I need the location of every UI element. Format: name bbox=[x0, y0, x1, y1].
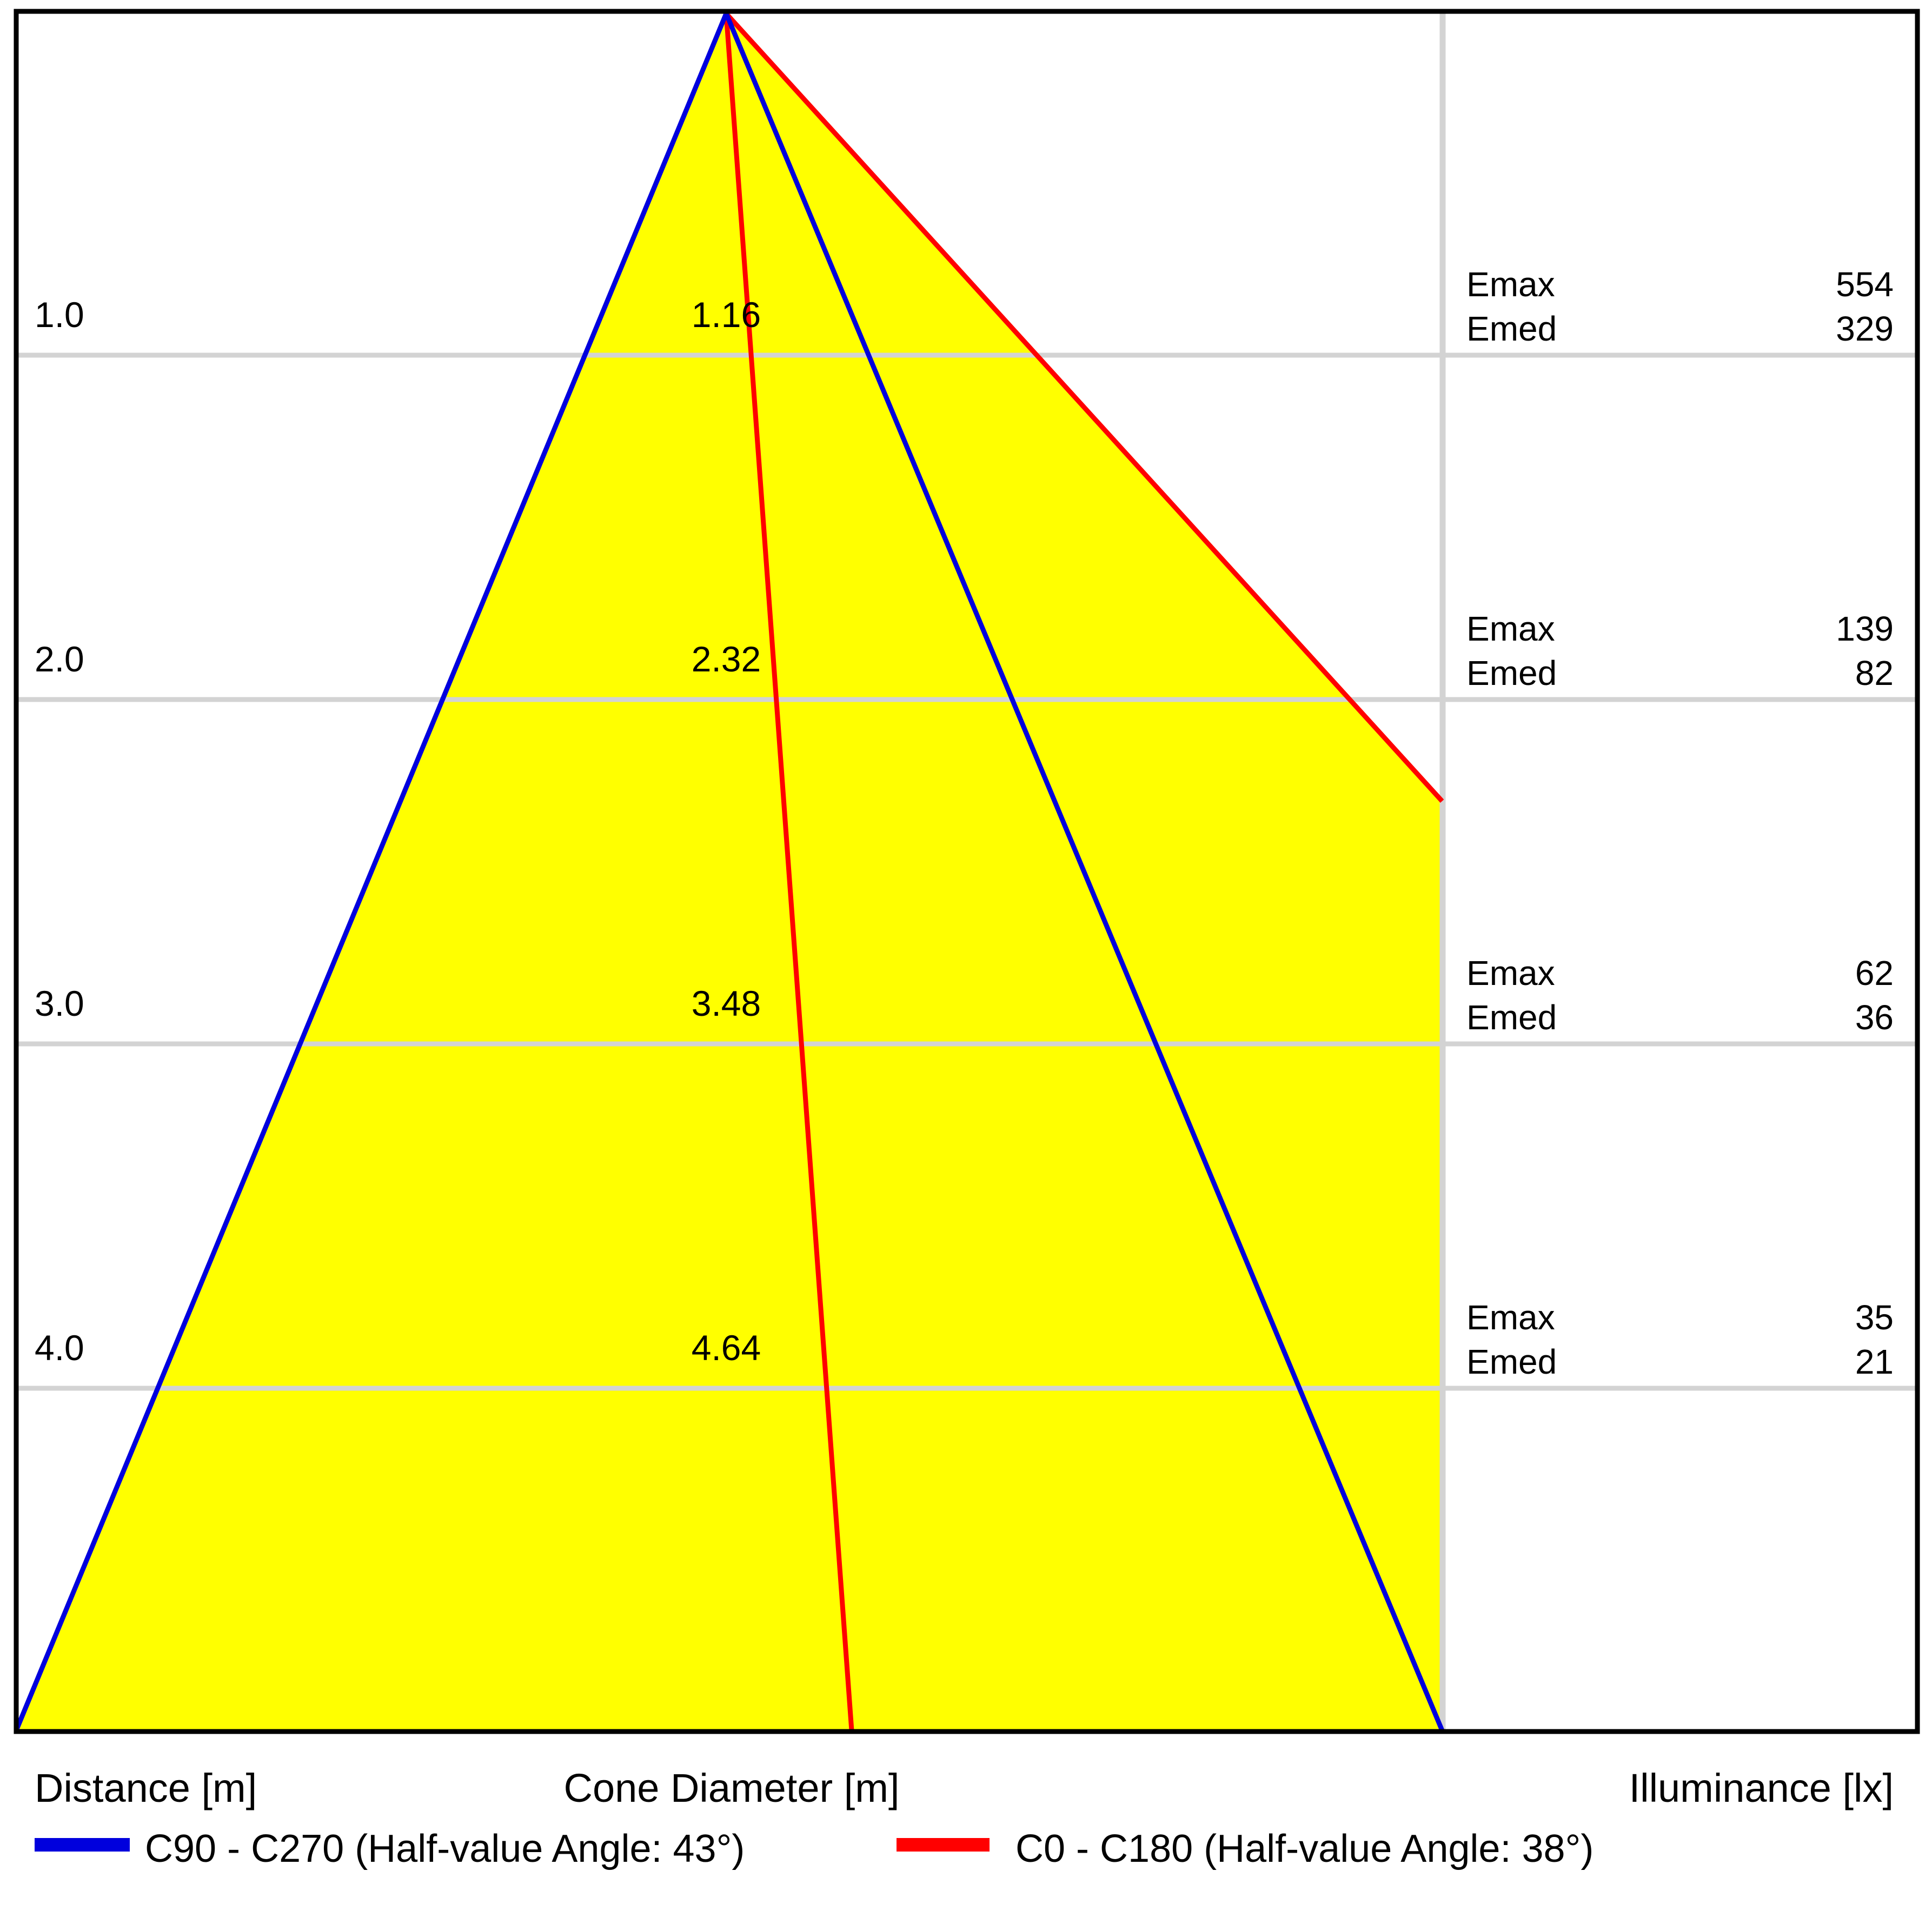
emax-label: Emax bbox=[1466, 954, 1555, 993]
illuminance-row-2: Emax 139 Emed 82 bbox=[1466, 607, 1894, 695]
legend-c0-color-swatch bbox=[897, 1838, 990, 1852]
emed-value: 36 bbox=[1855, 998, 1894, 1037]
cone-diameter-label-2: 2.32 bbox=[691, 639, 761, 679]
cone-diameter-label-1: 1.16 bbox=[691, 295, 761, 335]
illuminance-axis-label: Illuminance [lx] bbox=[1629, 1766, 1894, 1810]
emax-line: Emax 554 bbox=[1466, 262, 1894, 307]
cone-diameter-label-4: 4.64 bbox=[691, 1328, 761, 1368]
emed-line: Emed 329 bbox=[1466, 307, 1894, 351]
emax-label: Emax bbox=[1466, 265, 1555, 304]
distance-label-1: 1.0 bbox=[35, 295, 84, 335]
emax-line: Emax 62 bbox=[1466, 951, 1894, 995]
emed-label: Emed bbox=[1466, 1342, 1557, 1381]
cone-diameter-axis-label: Cone Diameter [m] bbox=[563, 1766, 900, 1810]
cone-diameter-label-3: 3.48 bbox=[691, 983, 761, 1023]
emax-label: Emax bbox=[1466, 1298, 1555, 1337]
emed-label: Emed bbox=[1466, 654, 1557, 693]
distance-label-4: 4.0 bbox=[35, 1328, 84, 1368]
distance-label-3: 3.0 bbox=[35, 983, 84, 1023]
emax-value: 554 bbox=[1836, 265, 1894, 304]
beam-line-c0 bbox=[723, 13, 854, 1731]
chart-border bbox=[14, 9, 1920, 1734]
distance-label-2: 2.0 bbox=[35, 639, 84, 679]
emed-line: Emed 82 bbox=[1466, 651, 1894, 695]
distance-axis-label: Distance [m] bbox=[35, 1766, 257, 1810]
emed-line: Emed 21 bbox=[1466, 1340, 1894, 1384]
illuminance-row-3: Emax 62 Emed 36 bbox=[1466, 951, 1894, 1040]
emax-value: 62 bbox=[1855, 954, 1894, 993]
emax-label: Emax bbox=[1466, 609, 1555, 648]
emed-value: 21 bbox=[1855, 1342, 1894, 1381]
emed-line: Emed 36 bbox=[1466, 995, 1894, 1040]
emed-label: Emed bbox=[1466, 309, 1557, 348]
emax-line: Emax 35 bbox=[1466, 1295, 1894, 1340]
beam-line-c180 bbox=[724, 11, 1444, 803]
legend-c90-color-swatch bbox=[35, 1838, 130, 1852]
emax-value: 35 bbox=[1855, 1298, 1894, 1337]
emed-label: Emed bbox=[1466, 998, 1557, 1037]
emed-value: 82 bbox=[1855, 654, 1894, 693]
emax-line: Emax 139 bbox=[1466, 607, 1894, 651]
beam-line-c270 bbox=[723, 12, 1445, 1732]
beam-line-c90 bbox=[14, 12, 729, 1732]
emed-value: 329 bbox=[1836, 309, 1894, 348]
emax-value: 139 bbox=[1836, 609, 1894, 648]
illuminance-row-4: Emax 35 Emed 21 bbox=[1466, 1295, 1894, 1384]
light-cone-fill bbox=[16, 14, 1442, 1732]
illuminance-row-1: Emax 554 Emed 329 bbox=[1466, 262, 1894, 351]
legend-c0-label: C0 - C180 (Half-value Angle: 38°) bbox=[1015, 1827, 1594, 1870]
legend-c90-label: C90 - C270 (Half-value Angle: 43°) bbox=[145, 1827, 745, 1870]
